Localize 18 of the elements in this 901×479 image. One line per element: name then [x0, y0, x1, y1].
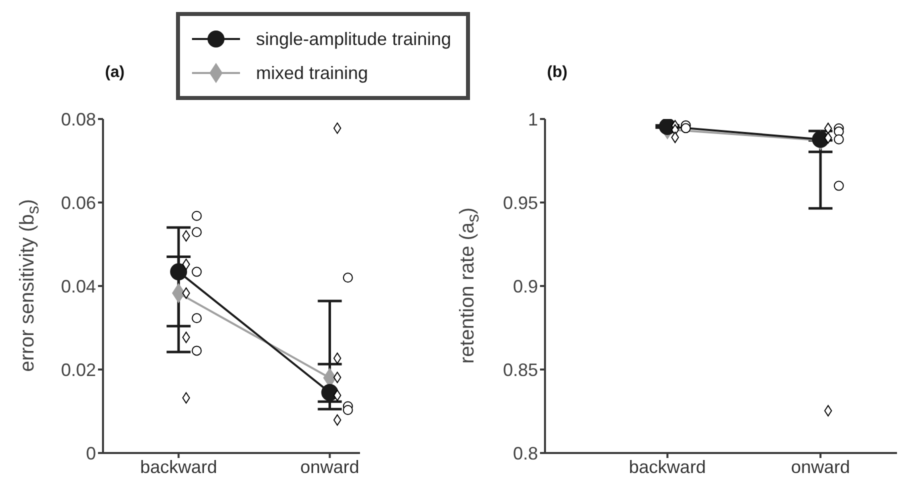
x-tick-label: onward	[300, 456, 360, 477]
y-tick-label: 0.06	[60, 192, 96, 213]
y-tick-label: 0.08	[60, 109, 96, 130]
y-tick-label: 0.85	[502, 360, 538, 380]
y-tick-label: 1	[528, 109, 538, 130]
chart-title: (a)	[105, 64, 125, 82]
y-tick-label: 0	[86, 443, 96, 464]
y-tick-label: 0.95	[502, 192, 538, 213]
y-tick-label: 0.04	[60, 276, 96, 296]
y-tick-label: 0.9	[512, 276, 538, 296]
y-tick-label: 0.02	[60, 360, 96, 380]
legend-label: mixed training	[256, 62, 368, 84]
y-tick-label: 0.8	[512, 443, 538, 464]
x-tick-label: backward	[628, 456, 706, 477]
x-tick-label: onward	[790, 456, 850, 477]
legend-label: single-amplitude training	[256, 28, 452, 50]
x-tick-label: backward	[140, 456, 218, 477]
chart-title: (b)	[547, 64, 568, 82]
